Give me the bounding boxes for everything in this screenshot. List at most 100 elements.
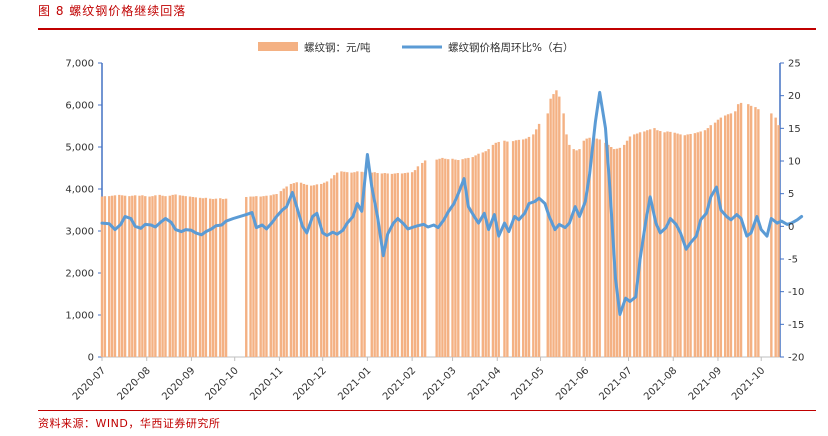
price-bar	[648, 129, 652, 357]
price-bar	[653, 128, 656, 357]
price-bar	[113, 195, 117, 357]
price-bar	[656, 130, 659, 357]
price-bar	[309, 185, 313, 357]
x-tick-label: 2021-10	[730, 365, 767, 402]
y-left-tick-label: 6,000	[65, 101, 94, 112]
price-bar	[484, 151, 487, 357]
price-bar	[373, 172, 376, 357]
price-bar	[128, 196, 131, 357]
price-bar	[535, 129, 538, 357]
price-bar	[413, 170, 417, 357]
price-bar	[562, 113, 565, 358]
price-bar	[302, 183, 306, 357]
y-right-tick-label: 15	[788, 124, 801, 135]
price-bar	[592, 137, 596, 357]
price-bar	[703, 130, 707, 357]
price-bar	[108, 196, 111, 357]
price-bar	[416, 166, 420, 357]
price-bar	[255, 196, 258, 357]
price-bar	[340, 171, 343, 357]
price-bar	[666, 131, 669, 357]
price-bar	[151, 196, 154, 357]
price-bar	[138, 195, 141, 357]
price-bar	[572, 149, 575, 357]
price-bar	[447, 159, 450, 357]
price-bar	[353, 172, 356, 357]
price-bar	[346, 172, 349, 357]
figure-title: 图 8 螺纹钢价格继续回落	[38, 4, 187, 18]
price-bar	[363, 172, 366, 357]
price-bar	[709, 125, 712, 357]
price-bar	[643, 131, 646, 357]
price-bar	[754, 107, 757, 357]
price-bar	[214, 198, 218, 357]
price-bar	[537, 123, 541, 358]
price-bar	[457, 160, 460, 357]
price-bar	[204, 197, 208, 357]
y-left-tick-label: 7,000	[65, 59, 94, 70]
price-bar	[370, 172, 373, 357]
price-bar	[164, 196, 167, 357]
x-tick-label: 2021-06	[554, 365, 591, 402]
price-bar	[471, 157, 474, 357]
price-bar	[549, 98, 552, 357]
x-tick-label: 2021-05	[509, 365, 546, 402]
price-bar	[201, 198, 205, 357]
price-bar	[532, 134, 535, 357]
y-right-tick-label: 5	[788, 189, 794, 200]
price-bar	[343, 171, 346, 357]
price-bar	[396, 173, 399, 357]
price-bar	[435, 159, 438, 357]
price-bar	[441, 157, 444, 357]
price-bar	[595, 138, 598, 357]
price-bar	[477, 153, 480, 357]
price-bar	[673, 132, 676, 357]
price-bar	[481, 152, 485, 357]
price-bar	[120, 195, 124, 357]
y-left-tick-label: 5,000	[65, 143, 94, 154]
price-bar	[713, 122, 717, 357]
price-bar	[663, 132, 666, 357]
x-tick-label: 2021-08	[642, 365, 679, 402]
price-bar	[356, 171, 359, 357]
price-bar	[719, 117, 723, 357]
price-bar	[299, 182, 303, 357]
price-bar	[699, 131, 702, 357]
price-bar	[188, 196, 192, 357]
price-bar	[423, 160, 427, 357]
price-bar	[747, 104, 750, 357]
x-tick-label: 2020-07	[71, 365, 108, 402]
price-bar	[208, 198, 212, 357]
footer-rule	[38, 410, 816, 411]
y-right-tick-label: 10	[788, 157, 801, 168]
price-bar	[118, 194, 121, 357]
price-bar	[454, 159, 457, 357]
source-note: 资料来源：WIND，华西证券研究所	[38, 417, 221, 430]
price-bar	[198, 197, 202, 357]
price-bar	[292, 183, 296, 357]
price-bar	[325, 181, 329, 357]
price-bar	[517, 139, 521, 357]
price-bar	[467, 157, 470, 357]
price-bar	[272, 194, 275, 357]
price-bar	[676, 133, 679, 357]
price-bar	[158, 194, 161, 357]
legend-bar-swatch	[258, 42, 298, 51]
price-bar	[131, 195, 134, 357]
price-bar	[582, 140, 586, 357]
price-bar	[777, 125, 780, 357]
price-bar	[400, 173, 404, 357]
price-bar	[269, 195, 272, 357]
price-bar	[726, 114, 730, 358]
price-bar	[522, 139, 525, 357]
price-bar	[393, 173, 397, 357]
price-bar	[171, 194, 174, 357]
x-tick-label: 2021-02	[381, 365, 418, 402]
price-bar	[527, 136, 531, 357]
x-tick-label: 2021-03	[421, 365, 458, 402]
price-bar	[148, 196, 151, 357]
legend: 螺纹钢：元/吨 螺纹钢价格周环比%（右）	[258, 41, 573, 54]
x-tick-label: 2021-01	[336, 365, 373, 402]
price-bar	[659, 131, 662, 357]
